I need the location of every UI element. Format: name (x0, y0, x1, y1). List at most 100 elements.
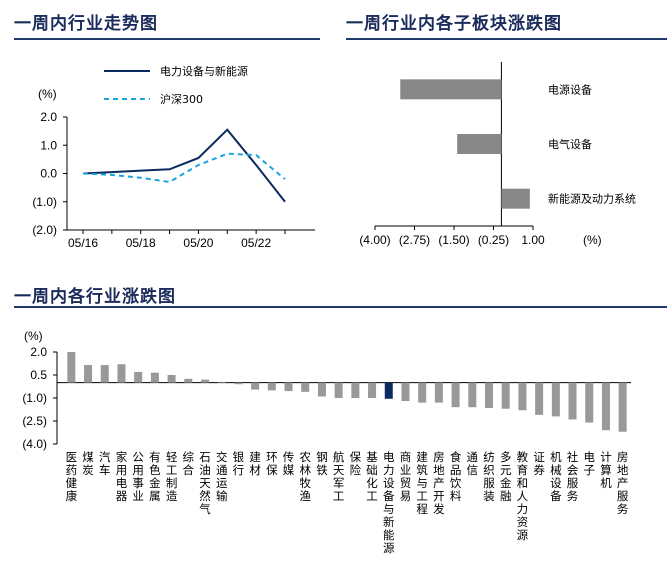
bar-3 (100, 365, 109, 383)
category-label-char: 材 (249, 463, 261, 477)
category-label-char: 设 (383, 476, 395, 490)
category-label-char: 力 (517, 502, 529, 516)
category-label-char: 输 (216, 489, 228, 503)
category-label-char: 环 (266, 450, 278, 464)
category-label-char: 与 (416, 476, 428, 490)
bar-1 (67, 352, 76, 383)
y-tick-label: (1.0) (32, 195, 57, 209)
category-label-char: 保 (266, 463, 278, 477)
category-label-char: 有 (149, 450, 161, 464)
category-label-char: 服 (483, 476, 495, 490)
category-label: 新能源及动力系统 (548, 192, 636, 206)
category-label-char: 煤 (82, 450, 94, 464)
category-label-char: 融 (500, 489, 512, 503)
category-label-char: 医 (66, 450, 78, 464)
category-label-char: 汽 (99, 450, 111, 464)
y-tick-label: 0.0 (40, 167, 57, 181)
bar-11 (234, 382, 243, 385)
category-label-char: 康 (66, 489, 78, 503)
category-label-char: 事 (132, 476, 144, 490)
category-label-char: 化 (366, 476, 378, 490)
category-label-char: 保 (350, 450, 362, 464)
category-label-char: 机 (600, 476, 612, 490)
bar-33 (601, 382, 610, 431)
left-section-title: 一周内行业走势图 (14, 14, 158, 34)
category-label-char: 计 (600, 450, 612, 464)
x-tick-label: 1.00 (521, 233, 545, 247)
bar-17 (334, 382, 343, 398)
bottom-section-title: 一周内各行业涨跌图 (14, 287, 176, 307)
category-label-char: 工 (166, 463, 178, 477)
category-label-char: 地 (617, 463, 629, 477)
category-label-char: 服 (567, 476, 579, 490)
category-label-char: 新 (383, 515, 395, 529)
category-label-char: 商 (400, 450, 412, 464)
category-label-char: 合 (183, 463, 195, 477)
series-line-1 (82, 128, 286, 203)
category-label-char: 设 (550, 476, 562, 490)
category-label-char: 料 (450, 489, 462, 503)
y-tick-label: 1.0 (40, 138, 57, 152)
bar-28 (518, 382, 527, 411)
category-label-char: 算 (600, 463, 612, 477)
category-label-char: 林 (299, 463, 311, 477)
category-label-char: 天 (199, 476, 211, 490)
bar-14 (284, 382, 293, 392)
bar-30 (551, 382, 560, 417)
category-label-char: 教 (517, 450, 529, 464)
category-label-char: 交 (216, 450, 228, 464)
category-label-char: 车 (99, 463, 111, 477)
category-label-char: 石 (199, 450, 211, 464)
category-label-char: 建 (416, 450, 428, 464)
category-label-char: 基 (366, 450, 378, 464)
bar-1 (400, 79, 502, 100)
bar-6 (150, 372, 159, 383)
category-label-char: 务 (617, 502, 629, 516)
category-label-char: 电 (116, 476, 128, 490)
category-label-char: 源 (383, 541, 395, 555)
category-label-char: 行 (233, 463, 245, 477)
category-label-char: 开 (433, 489, 445, 503)
bar-2 (84, 365, 93, 383)
bar-9 (201, 379, 209, 383)
category-label-char: 钢 (316, 450, 328, 464)
category-label-char: 饮 (450, 476, 462, 490)
category-label-char: 资 (517, 515, 529, 529)
category-label-char: 媒 (283, 463, 295, 477)
category-label-char: 务 (567, 489, 579, 503)
category-label-char: 药 (66, 463, 78, 477)
category-label-char: 筑 (416, 463, 428, 477)
category-label-char: 牧 (299, 476, 311, 490)
category-label-char: 渔 (299, 489, 311, 503)
category-label-char: 与 (383, 502, 395, 516)
category-label-char: 易 (400, 489, 412, 503)
category-label-char: 造 (166, 489, 178, 503)
category-label-char: 气 (199, 502, 211, 516)
x-tick-label: 05/20 (183, 236, 213, 250)
category-label-char: 和 (517, 476, 529, 490)
bar-12 (251, 382, 260, 390)
category-label-char: 健 (66, 476, 78, 490)
category-label-char: 铁 (316, 463, 328, 477)
category-label-char: 备 (550, 489, 562, 503)
y-axis-unit: (%) (24, 329, 43, 343)
category-label-char: 轻 (166, 450, 178, 464)
category-label-char: 航 (333, 450, 345, 464)
category-label-char: 发 (433, 502, 445, 516)
category-label-char: 险 (350, 463, 362, 477)
category-label-char: 然 (199, 489, 211, 503)
category-label-char: 装 (483, 489, 495, 503)
bar-2 (457, 134, 502, 154)
bar-24 (451, 382, 460, 408)
x-tick-label: (4.00) (359, 233, 390, 247)
category-label-char: 机 (550, 450, 562, 464)
right-section-title: 一周行业内各子板块涨跌图 (346, 14, 562, 34)
category-label-char: 贸 (400, 476, 412, 490)
x-axis-unit: (%) (583, 233, 602, 247)
y-tick-label: (4.0) (22, 437, 47, 451)
x-tick-label: (1.50) (438, 233, 469, 247)
bar-3 (501, 188, 530, 209)
category-label-char: 信 (467, 463, 479, 477)
bar-26 (485, 382, 493, 408)
